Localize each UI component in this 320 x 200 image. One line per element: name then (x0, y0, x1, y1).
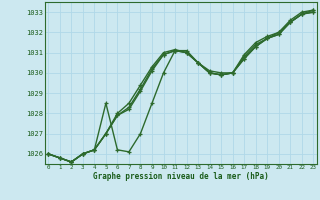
X-axis label: Graphe pression niveau de la mer (hPa): Graphe pression niveau de la mer (hPa) (93, 172, 269, 181)
